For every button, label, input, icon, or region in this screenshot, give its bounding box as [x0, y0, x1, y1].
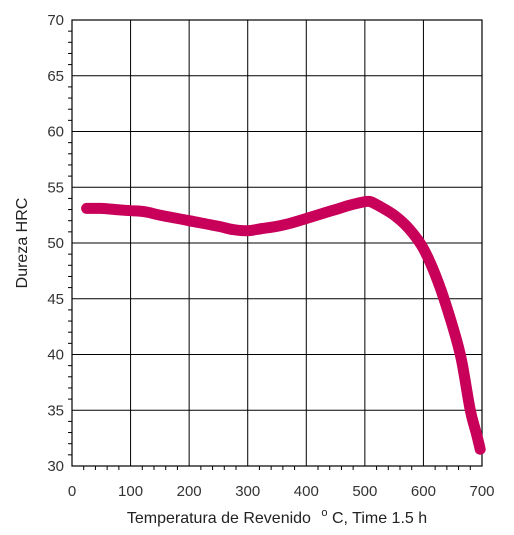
x-tick-label: 200: [177, 483, 202, 500]
y-tick-labels: 30 35 40 45 50 55 60 65 70: [47, 12, 64, 475]
x-tick-label: 0: [68, 483, 76, 500]
y-tick-label: 35: [47, 402, 64, 419]
x-tick-label: 400: [294, 483, 319, 500]
x-tick-label: 100: [118, 483, 143, 500]
minor-ticks: [68, 30, 471, 470]
y-axis-title: Dureza HRC: [14, 198, 31, 289]
x-axis-title: Temperatura de Revenido o C, Time 1.5 h: [127, 503, 427, 527]
y-tick-label: 70: [47, 12, 64, 29]
x-axis-title-unit: C, Time 1.5 h: [332, 510, 427, 527]
x-tick-label: 600: [411, 483, 436, 500]
y-tick-label: 30: [47, 458, 64, 475]
y-tick-label: 55: [47, 179, 64, 196]
x-tick-labels: 0 100 200 300 400 500 600 700: [68, 483, 495, 500]
x-tick-label: 700: [469, 483, 494, 500]
y-tick-label: 45: [47, 291, 64, 308]
x-tick-label: 500: [352, 483, 377, 500]
x-axis-title-main: Temperatura de Revenido: [127, 510, 311, 527]
plot-frame: [71, 19, 483, 467]
y-tick-label: 40: [47, 347, 64, 364]
x-axis-title-degree: o: [321, 507, 327, 519]
hardness-curve: [81, 195, 486, 455]
y-tick-label: 65: [47, 68, 64, 85]
y-tick-label: 60: [47, 124, 64, 141]
x-tick-label: 300: [235, 483, 260, 500]
y-tick-label: 50: [47, 235, 64, 252]
